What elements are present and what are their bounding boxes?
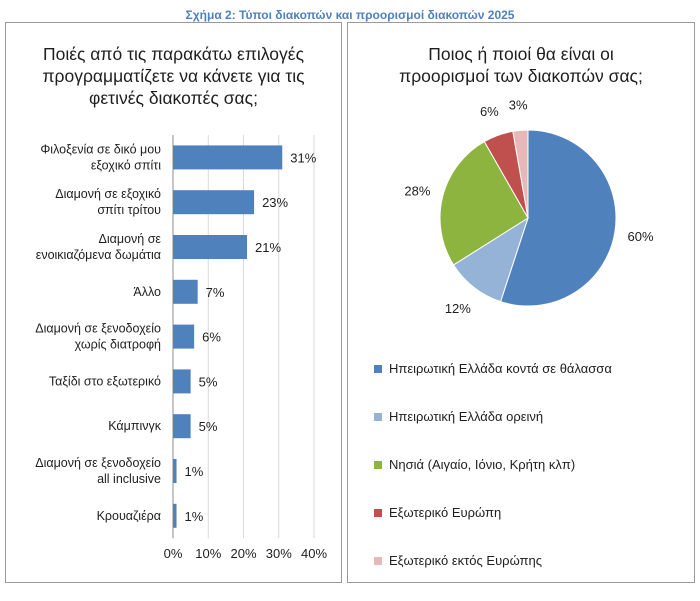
- bar: [173, 279, 198, 304]
- category-label: Διαμονή σε ξενοδοχείο all inclusive: [35, 456, 161, 486]
- bar-value-label: 1%: [185, 464, 204, 479]
- legend-item: Ηπειρωτική Ελλάδα κοντά σε θάλασσα: [374, 361, 684, 409]
- bar-chart-title: Ποιές από τις παρακάτω επιλογές προγραμμα…: [6, 43, 341, 109]
- legend-swatch: [374, 365, 382, 373]
- x-tick-label: 10%: [195, 546, 221, 561]
- bar: [173, 324, 195, 349]
- figure-title: Σχήμα 2: Τύποι διακοπών και προορισμοί δ…: [185, 8, 515, 22]
- legend-swatch: [374, 509, 382, 517]
- pie-value-label: 6%: [480, 104, 499, 119]
- category-label: Κρουαζιέρα: [97, 509, 161, 523]
- category-label: Άλλο: [133, 285, 161, 299]
- bar: [173, 145, 283, 170]
- legend-item: Ηπειρωτική Ελλάδα ορεινή: [374, 409, 684, 457]
- bar: [173, 369, 191, 394]
- legend-swatch: [374, 557, 382, 565]
- legend-item: Νησιά (Αιγαίο, Ιόνιο, Κρήτη κλπ): [374, 457, 684, 505]
- category-label: Διαμονή σε ξενοδοχείο χωρίς διατροφή: [35, 322, 161, 352]
- legend-swatch: [374, 461, 382, 469]
- bar-chart-title-line: Ποιές από τις παρακάτω επιλογές: [42, 44, 305, 64]
- pie-value-label: 3%: [509, 97, 528, 112]
- pie-value-label: 12%: [445, 301, 471, 316]
- category-label: Διαμονή σε ενοικιαζόμενα δωμάτια: [36, 232, 162, 262]
- bar-value-label: 6%: [202, 330, 221, 345]
- pie-slice: [499, 129, 617, 307]
- bar-chart-title-line: προγραμματίζετε να κάνετε για τις: [42, 66, 305, 86]
- bar-chart: 0% 10% 20% 30% 40% 31% Φιλοξενία σε δικό μου εξ…: [35, 135, 327, 561]
- pie-slice: [512, 129, 529, 219]
- category-label: Κάμπινγκ: [108, 419, 162, 433]
- bar-value-label: 5%: [199, 419, 218, 434]
- pie-legend: Ηπειρωτική Ελλάδα κοντά σε θάλασσα Ηπειρω…: [374, 361, 684, 601]
- category-label: Φιλοξενία σε δικό μου εξοχικό σπίτι: [40, 142, 161, 172]
- bar-value-label: 23%: [262, 195, 288, 210]
- pie-chart-title-line: προορισμοί των διακοπών σας;: [399, 66, 643, 86]
- pie-chart-title-line: Ποιος ή ποιοί θα είναι οι: [428, 44, 614, 64]
- bar: [173, 414, 191, 439]
- legend-item: Εξωτερικό Ευρώπη: [374, 505, 684, 553]
- bar: [173, 190, 255, 215]
- pie-value-label: 28%: [404, 183, 430, 198]
- pie-value-label: 60%: [628, 229, 654, 244]
- x-tick-label: 20%: [230, 546, 256, 561]
- bar-chart-title-line: φετινές διακοπές σας;: [89, 88, 258, 108]
- legend-label: Εξωτερικό Ευρώπη: [389, 505, 502, 520]
- pie-chart-title: Ποιος ή ποιοί θα είναι οι προορισμοί των …: [348, 43, 694, 87]
- bar-value-label: 21%: [255, 240, 281, 255]
- legend-item: Εξωτερικό εκτός Ευρώπης: [374, 553, 684, 601]
- x-tick-label: 0%: [164, 546, 183, 561]
- pie-chart-panel: Ποιος ή ποιοί θα είναι οι προορισμοί των …: [347, 22, 695, 583]
- pie-chart: 60% 12% 28% 6% 3%: [404, 97, 654, 316]
- x-tick-label: 40%: [301, 546, 327, 561]
- bar-value-label: 31%: [290, 150, 316, 165]
- bar: [173, 459, 177, 483]
- legend-label: Νησιά (Αιγαίο, Ιόνιο, Κρήτη κλπ): [389, 457, 576, 472]
- bar: [173, 503, 177, 528]
- legend-label: Ηπειρωτική Ελλάδα ορεινή: [389, 409, 544, 424]
- bar-value-label: 5%: [199, 374, 218, 389]
- category-label: Ταξίδι στο εξωτερικό: [49, 374, 161, 388]
- bar: [173, 235, 248, 259]
- bar-value-label: 7%: [206, 285, 225, 300]
- legend-label: Εξωτερικό εκτός Ευρώπης: [389, 553, 542, 568]
- category-label: Διαμονή σε εξοχικό σπίτι τρίτου: [55, 187, 161, 217]
- bar-chart-panel: Ποιές από τις παρακάτω επιλογές προγραμμα…: [5, 22, 342, 583]
- pie-slice: [439, 140, 529, 266]
- x-tick-label: 30%: [266, 546, 292, 561]
- legend-swatch: [374, 413, 382, 421]
- legend-label: Ηπειρωτική Ελλάδα κοντά σε θάλασσα: [389, 361, 612, 376]
- bar-value-label: 1%: [185, 509, 204, 524]
